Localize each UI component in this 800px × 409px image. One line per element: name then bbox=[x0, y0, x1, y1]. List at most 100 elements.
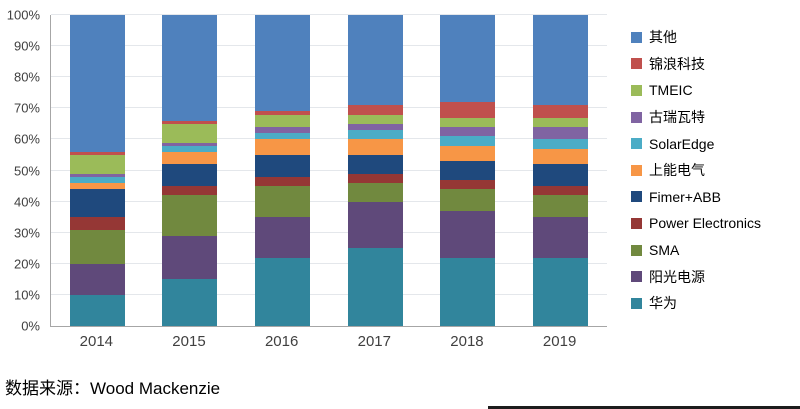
legend-swatch-icon bbox=[631, 217, 642, 229]
bar-segment bbox=[69, 173, 125, 177]
bar-segment bbox=[533, 217, 589, 258]
bottom-rule bbox=[488, 406, 800, 409]
legend-label: SolarEdge bbox=[649, 135, 715, 152]
bar-segment bbox=[69, 176, 125, 183]
bar-segment bbox=[162, 145, 218, 152]
bar-segment bbox=[440, 179, 496, 190]
gridline bbox=[51, 76, 607, 78]
bar-segment bbox=[440, 161, 496, 180]
legend-item: 华为 bbox=[631, 290, 761, 317]
bar-segment bbox=[440, 145, 496, 162]
bar-segment bbox=[347, 182, 403, 202]
source-note: 数据来源：Wood Mackenzie bbox=[5, 379, 221, 398]
legend-swatch-icon bbox=[631, 297, 642, 309]
x-tick-label: 2015 bbox=[172, 333, 206, 350]
legend-label: Power Electronics bbox=[649, 215, 762, 232]
y-tick-label: 40% bbox=[13, 194, 40, 210]
bar-segment bbox=[347, 130, 403, 140]
x-tick-label: 2014 bbox=[79, 333, 114, 350]
y-tick-label: 90% bbox=[13, 38, 40, 54]
x-axis: 2014 2015 2016 2017 2018 2019 bbox=[50, 333, 606, 350]
legend-item: 锦浪科技 bbox=[631, 51, 761, 78]
legend-item: Power Electronics bbox=[631, 210, 761, 237]
legend-swatch-icon bbox=[631, 138, 642, 150]
legend-label: 上能电气 bbox=[649, 162, 705, 179]
bar-2017 bbox=[347, 15, 403, 326]
gridline bbox=[51, 169, 607, 171]
gridline bbox=[51, 45, 607, 47]
bar-segment bbox=[440, 117, 496, 127]
legend-swatch-icon bbox=[631, 84, 642, 96]
bar-segment bbox=[347, 105, 403, 115]
legend-swatch-icon bbox=[631, 244, 642, 256]
bar-segment bbox=[347, 15, 403, 106]
bar-segment bbox=[533, 117, 589, 127]
bar-segment bbox=[533, 148, 589, 165]
bar-segment bbox=[69, 263, 125, 295]
legend-label: SMA bbox=[649, 242, 680, 259]
legend-label: TMEIC bbox=[649, 82, 693, 99]
bar-segment bbox=[533, 105, 589, 118]
bar-segment bbox=[255, 176, 311, 187]
legend-item: 其他 bbox=[631, 24, 761, 51]
bar-segment bbox=[255, 126, 311, 134]
y-tick-label: 20% bbox=[13, 256, 40, 272]
bar-segment bbox=[255, 114, 311, 127]
bar-segment bbox=[162, 195, 218, 236]
legend-item: Fimer+ABB bbox=[631, 184, 761, 211]
bar-segment bbox=[440, 210, 496, 258]
legend-item: 古瑞瓦特 bbox=[631, 104, 761, 131]
bar-segment bbox=[69, 189, 125, 218]
bar-segment bbox=[440, 136, 496, 146]
bar-segment bbox=[440, 257, 496, 326]
bar-2016 bbox=[255, 15, 311, 326]
legend-item: 阳光电源 bbox=[631, 263, 761, 290]
legend-item: TMEIC bbox=[631, 77, 761, 104]
bar-segment bbox=[162, 142, 218, 146]
bar-segment bbox=[162, 235, 218, 280]
bar-segment bbox=[347, 248, 403, 326]
bar-segment bbox=[533, 257, 589, 326]
bar-segment bbox=[347, 173, 403, 183]
bar-2014 bbox=[69, 15, 125, 326]
bar-segment bbox=[533, 164, 589, 187]
bar-segment bbox=[347, 123, 403, 131]
bar-segment bbox=[162, 15, 218, 121]
bar-segment bbox=[162, 164, 218, 187]
y-axis: 0% 10% 20% 30% 40% 50% 60% 70% 80% 90% 100% bbox=[0, 8, 46, 334]
y-tick-label: 30% bbox=[13, 225, 40, 241]
bar-segment bbox=[255, 15, 311, 112]
bar-segment bbox=[440, 15, 496, 103]
bar-segment bbox=[69, 294, 125, 326]
y-tick-label: 50% bbox=[13, 163, 40, 178]
bar-2015 bbox=[162, 15, 218, 326]
bar-segment bbox=[347, 154, 403, 174]
bar-segment bbox=[533, 139, 589, 149]
legend: 其他 锦浪科技 TMEIC 古瑞瓦特 SolarEdge 上能电气 Fimer+ABB Pow… bbox=[631, 24, 761, 317]
bar-segment bbox=[162, 120, 218, 124]
legend-item: SolarEdge bbox=[631, 130, 761, 157]
bar-segment bbox=[533, 186, 589, 196]
x-tick-label: 2017 bbox=[357, 333, 391, 350]
x-tick-label: 2016 bbox=[264, 333, 299, 350]
bar-segment bbox=[69, 15, 125, 152]
y-tick-label: 70% bbox=[13, 100, 40, 116]
legend-swatch-icon bbox=[631, 111, 642, 123]
y-tick-label: 60% bbox=[13, 131, 40, 147]
bar-segment bbox=[440, 126, 496, 137]
bar-segment bbox=[347, 139, 403, 155]
bar-segment bbox=[162, 186, 218, 196]
bar-segment bbox=[69, 229, 125, 264]
bar-segment bbox=[162, 123, 218, 143]
legend-item: 上能电气 bbox=[631, 157, 761, 184]
bar-segment bbox=[255, 139, 311, 155]
x-tick-label: 2018 bbox=[450, 333, 484, 350]
bar-segment bbox=[255, 154, 311, 177]
legend-label: 阳光电源 bbox=[649, 268, 705, 285]
bar-segment bbox=[533, 15, 589, 106]
bar-segment bbox=[255, 217, 311, 258]
legend-swatch-icon bbox=[631, 31, 642, 43]
bar-segment bbox=[440, 189, 496, 211]
bar-segment bbox=[255, 111, 311, 115]
